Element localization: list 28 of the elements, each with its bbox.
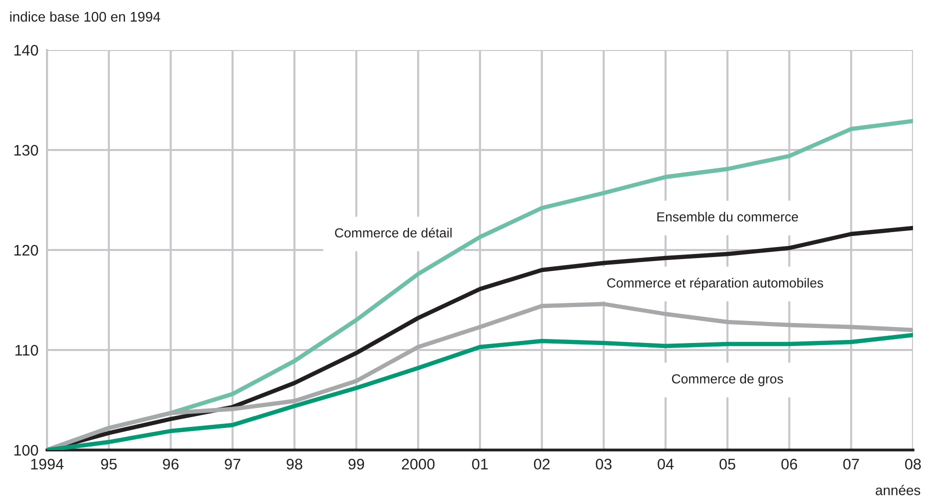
y-tick-label: 130 — [14, 144, 38, 156]
x-tick-label: 95 — [101, 458, 117, 470]
x-tick-label: 98 — [286, 458, 302, 470]
x-axis-title: années — [876, 484, 920, 496]
line-series — [47, 302, 913, 450]
y-tick-label: 100 — [14, 444, 38, 456]
x-tick-label: 06 — [781, 458, 798, 470]
y-axis-title: indice base 100 en 1994 — [10, 12, 160, 22]
y-tick-label: 140 — [14, 44, 38, 56]
x-tick-label: 97 — [224, 458, 240, 470]
line-series — [47, 332, 913, 450]
x-tick-label: 04 — [658, 458, 674, 470]
x-tick-label: 2000 — [402, 458, 435, 470]
x-tick-label: 01 — [472, 458, 488, 470]
x-tick-label: 08 — [905, 458, 921, 470]
y-tick-label: 120 — [14, 244, 38, 256]
series-label: Commerce et réparation automobiles — [607, 278, 824, 290]
x-tick-label: 03 — [596, 458, 612, 470]
x-tick-label: 07 — [843, 458, 859, 470]
x-tick-label: 96 — [162, 458, 179, 470]
x-tick-label: 1994 — [31, 458, 64, 470]
series-label: Commerce de détail — [335, 228, 452, 238]
x-tick-label: 02 — [534, 458, 550, 470]
y-tick-label: 110 — [15, 344, 38, 356]
text: Commerce de gros — [672, 374, 784, 386]
series-label: Ensemble du commerce — [657, 212, 798, 222]
x-tick-label: 99 — [348, 458, 364, 470]
x-tick-label: 05 — [720, 458, 736, 470]
